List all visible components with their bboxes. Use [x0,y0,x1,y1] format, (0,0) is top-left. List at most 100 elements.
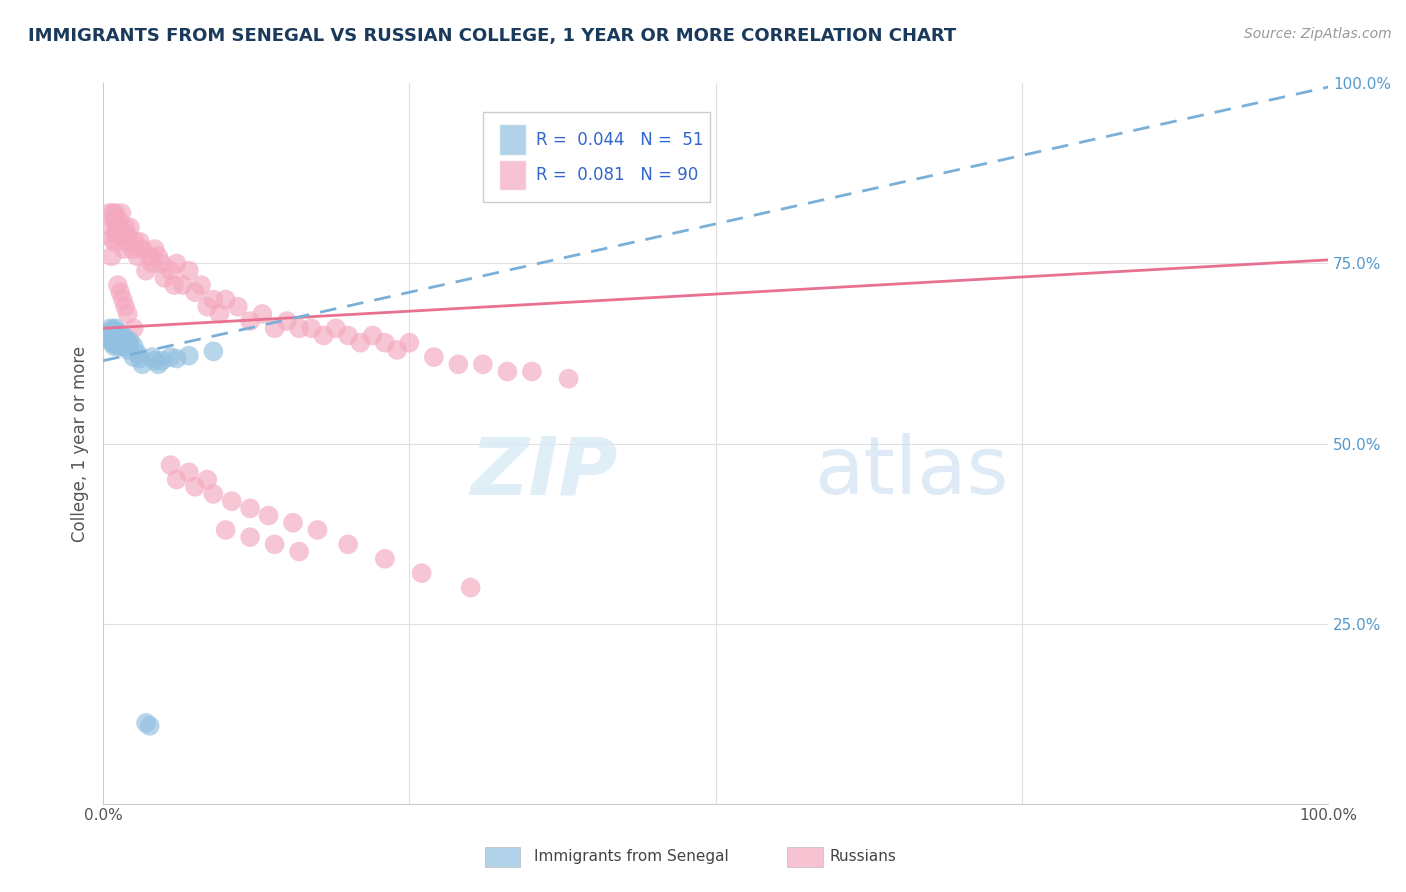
Text: Russians: Russians [830,849,897,863]
Point [98,332,121,346]
Point [148,357,170,371]
Point [263,537,285,551]
Point [101,323,124,337]
Point [120,220,142,235]
Point [374,335,396,350]
Point [117,307,139,321]
Point [288,544,311,558]
Point [447,357,470,371]
Point [177,466,200,480]
Point [104,321,127,335]
Point [239,530,262,544]
Point [100,325,122,339]
Point [166,256,188,270]
Point [111,227,134,242]
Point [471,357,494,371]
Point [252,307,274,321]
Point [411,566,433,581]
Point [312,328,335,343]
Point [128,235,150,249]
Point [104,206,127,220]
Point [100,220,122,235]
Point [105,334,128,349]
FancyBboxPatch shape [482,112,710,202]
Point [105,227,128,242]
Point [107,278,129,293]
Point [423,350,446,364]
Point [398,335,420,350]
Point [131,242,153,256]
Point [177,349,200,363]
Text: ZIP: ZIP [470,434,617,511]
Point [100,321,122,335]
Point [131,357,153,371]
Point [104,325,127,339]
Point [103,213,125,227]
Point [159,350,181,364]
Point [104,213,127,227]
Point [159,458,181,472]
Point [239,314,262,328]
Point [115,332,138,346]
Point [103,235,125,249]
Point [111,328,134,343]
Point [195,473,218,487]
Point [105,325,128,339]
Point [143,353,166,368]
Point [117,227,139,242]
Point [184,285,207,300]
Point [163,278,186,293]
Point [121,242,143,256]
Text: IMMIGRANTS FROM SENEGAL VS RUSSIAN COLLEGE, 1 YEAR OR MORE CORRELATION CHART: IMMIGRANTS FROM SENEGAL VS RUSSIAN COLLE… [28,27,956,45]
Point [159,263,181,277]
Point [195,300,218,314]
Point [110,227,132,242]
Point [107,335,129,350]
Point [281,516,304,530]
Point [150,256,173,270]
Point [299,321,322,335]
Point [122,321,145,335]
Text: Immigrants from Senegal: Immigrants from Senegal [534,849,730,863]
Point [257,508,280,523]
Point [100,249,122,263]
Point [108,213,131,227]
Text: atlas: atlas [814,434,1008,511]
Point [100,330,122,344]
Point [288,321,311,335]
Point [112,242,135,256]
Point [172,278,194,293]
Point [114,300,136,314]
Point [110,332,132,346]
Point [143,242,166,256]
Point [107,330,129,344]
Point [361,328,384,343]
Point [202,487,225,501]
Point [110,337,132,351]
Point [202,344,225,359]
Point [177,263,200,277]
Point [114,334,136,349]
Point [460,581,482,595]
Point [98,206,121,220]
Point [138,719,160,733]
Point [202,293,225,307]
Text: R =  0.044   N =  51: R = 0.044 N = 51 [536,130,703,149]
Point [557,372,579,386]
Point [263,321,285,335]
Point [374,551,396,566]
Point [153,271,176,285]
Point [111,293,134,307]
Point [118,337,141,351]
Point [108,332,131,346]
Point [520,364,543,378]
Point [103,339,125,353]
Point [110,334,132,349]
Point [141,256,163,270]
Point [114,220,136,235]
Point [101,206,124,220]
Point [239,501,262,516]
Point [107,325,129,339]
Point [115,235,138,249]
Point [208,307,231,321]
